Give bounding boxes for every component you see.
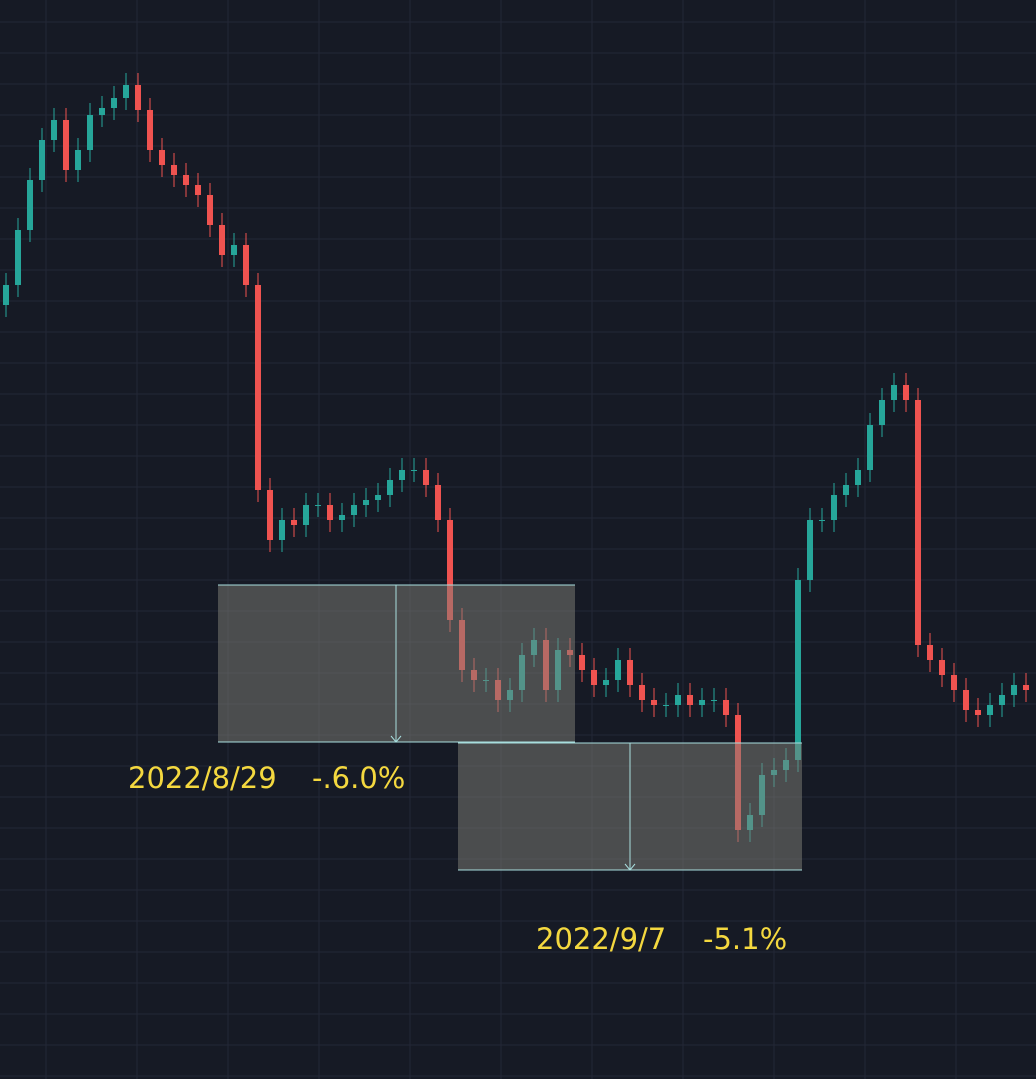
arrow-head [624,863,636,871]
candle-body [183,175,189,185]
candle-body [1011,685,1017,695]
measure-box [218,584,575,743]
candle-body [27,180,33,230]
candle-body [603,680,609,685]
candle-body [147,110,153,150]
candle-body [591,670,597,685]
candle-body [627,660,633,685]
candle-body [651,700,657,705]
candle-body [867,425,873,470]
candle-body [15,230,21,285]
candle-body [387,480,393,495]
candle-body [327,505,333,520]
annotation-date: 2022/8/29 [128,761,277,795]
candle-body [39,140,45,180]
candle-body [579,655,585,670]
candle-body [795,580,801,760]
candle-body [639,685,645,700]
candle-body [219,225,225,255]
candle-body [423,470,429,485]
candle-body [855,470,861,485]
candle-body [195,185,201,195]
candle-body [123,85,129,98]
candle-body [375,495,381,500]
annotation-change: -5.1% [703,922,787,956]
candle-body [303,505,309,525]
candle-body [51,120,57,140]
candle-body [663,705,669,706]
candle-body [63,120,69,170]
candle-body [711,700,717,701]
candle-body [351,505,357,515]
candle-body [267,490,273,540]
candle-body [255,285,261,490]
annotation-change: -.6.0% [312,761,405,795]
candle-body [891,385,897,400]
candle-body [411,470,417,471]
candle-body [291,520,297,525]
candle-body [723,700,729,715]
candle-body [399,470,405,480]
candle-body [699,700,705,705]
candle-body [3,285,9,305]
candle-body [807,520,813,580]
candle-body [231,245,237,255]
measure-box [458,742,802,871]
candle-body [1023,685,1029,690]
candle-body [903,385,909,400]
candle-body [999,695,1005,705]
candle-body [615,660,621,680]
candle-body [87,115,93,150]
candle-body [279,520,285,540]
candle-body [243,245,249,285]
candle-body [843,485,849,495]
candle-body [447,520,453,620]
candle-body [819,520,825,521]
candle-body [951,675,957,690]
candle-body [363,500,369,505]
candle-body [99,108,105,115]
candle-body [135,85,141,110]
candle-body [435,485,441,520]
candle-body [339,515,345,520]
candle-body [171,165,177,175]
candle-body [987,705,993,715]
candle-body [207,195,213,225]
arrow-head [390,735,402,743]
candle-body [975,710,981,715]
candle-body [927,645,933,660]
candle-body [159,150,165,165]
candle-body [111,98,117,108]
candle-body [675,695,681,705]
candle-body [879,400,885,425]
candle-body [315,505,321,506]
candle-body [915,400,921,645]
candle-body [939,660,945,675]
candle-body [75,150,81,170]
candle-body [831,495,837,520]
candle-body [963,690,969,710]
annotation-date: 2022/9/7 [536,922,666,956]
candle-body [687,695,693,705]
